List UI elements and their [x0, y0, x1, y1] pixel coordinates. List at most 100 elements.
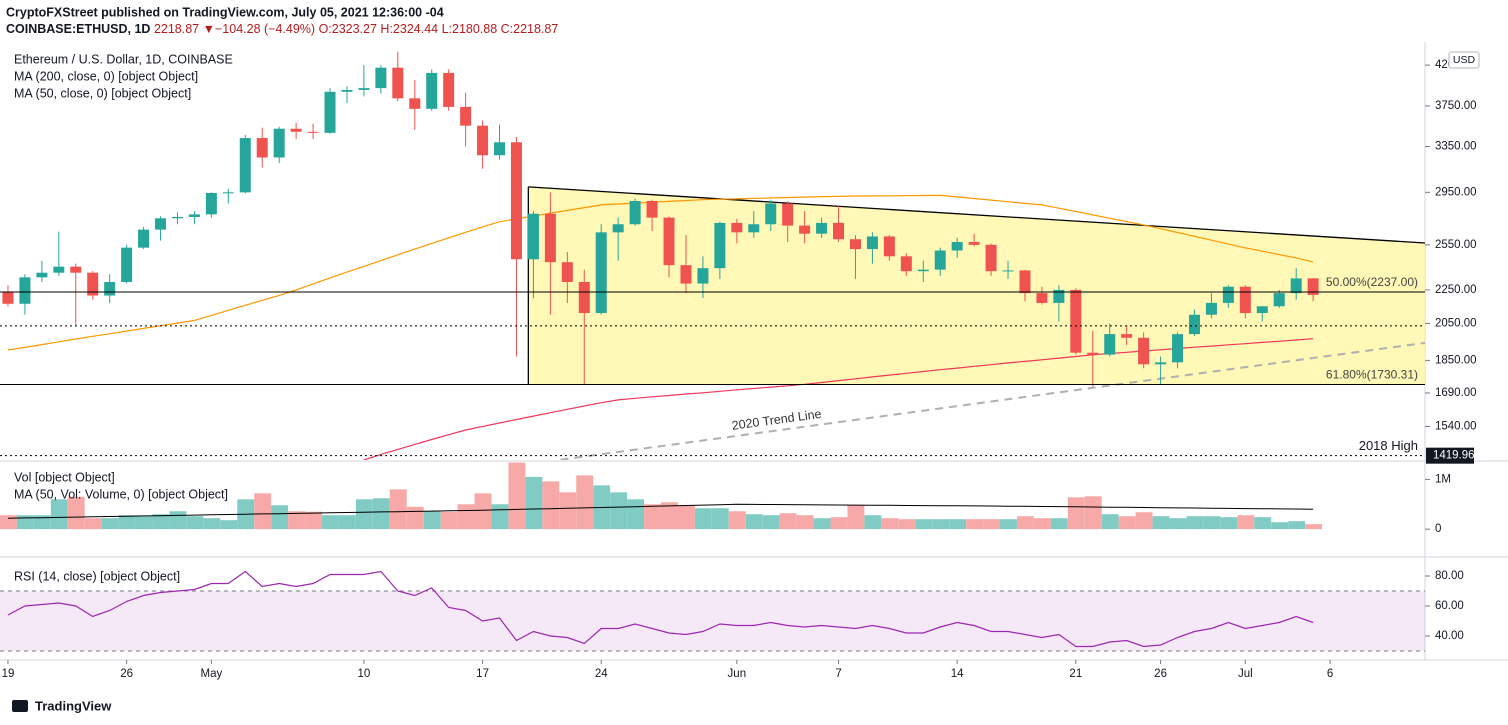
- ohlc: O:2323.27 H:2324.44 L:2180.88 C:2218.87: [319, 22, 559, 36]
- volume-bar: [1186, 516, 1204, 530]
- candle-body: [1036, 293, 1048, 303]
- candle-body: [1155, 362, 1167, 365]
- volume-bar: [1000, 519, 1017, 530]
- y-tick-label: 60.00: [1435, 600, 1464, 612]
- volume-bar: [254, 493, 272, 530]
- candle-body: [1053, 289, 1065, 303]
- volume-bar: [1288, 521, 1306, 530]
- candle-body: [1256, 306, 1268, 314]
- candle-body: [1002, 270, 1014, 272]
- y-tick-label: 3750.00: [1435, 100, 1477, 112]
- level-label: 2018 High: [1359, 438, 1418, 453]
- candle-body: [1239, 286, 1251, 314]
- candle-body: [1138, 337, 1150, 365]
- x-tick-label: 24: [595, 668, 608, 680]
- x-tick-label: Jul: [1238, 668, 1253, 680]
- volume-bar: [203, 518, 221, 530]
- symbol: COINBASE:ETHUSD, 1D: [6, 22, 150, 36]
- publisher-line: CryptoFXStreet published on TradingView.…: [6, 5, 444, 19]
- candle-body: [799, 225, 811, 234]
- candle-body: [968, 242, 980, 245]
- x-tick-label: 26: [120, 668, 133, 680]
- candle-body: [714, 222, 726, 269]
- candle-body: [680, 265, 692, 284]
- volume-bar: [661, 502, 678, 530]
- volume-bar: [542, 481, 560, 530]
- x-tick-label: 7: [835, 668, 841, 680]
- volume-bar: [559, 492, 577, 530]
- volume-bar: [101, 518, 119, 530]
- candle-body: [426, 72, 438, 109]
- price-badge: [1426, 447, 1474, 464]
- candle-body: [53, 266, 65, 273]
- footer-brand: TradingView: [35, 698, 112, 713]
- volume-bar: [745, 514, 763, 530]
- candle-body: [561, 262, 573, 282]
- volume-bar: [779, 513, 797, 530]
- candle-body: [205, 192, 217, 215]
- volume-bar: [711, 508, 729, 530]
- y-tick-label: 3350.00: [1435, 141, 1477, 153]
- volume-bar: [84, 518, 102, 530]
- candle-body: [866, 236, 878, 250]
- volume-bar: [457, 504, 475, 530]
- candle-body: [917, 269, 929, 272]
- volume-bar: [1305, 524, 1323, 530]
- volume-bar: [67, 496, 85, 530]
- candle-body: [544, 213, 556, 263]
- candle-body: [748, 224, 760, 233]
- y-tick-label: 40.00: [1435, 630, 1464, 642]
- price-badge-label: 1419.96: [1433, 450, 1475, 462]
- y-tick-label: 1690.00: [1435, 387, 1477, 399]
- volume-bar: [932, 519, 950, 530]
- candle-body: [782, 203, 794, 226]
- candle-body: [155, 218, 167, 230]
- volume-legend-title: Vol [object Object]: [14, 470, 115, 484]
- candle-body: [443, 72, 455, 107]
- candle-body: [409, 98, 421, 109]
- volume-bar: [966, 519, 984, 530]
- y-tick-label: 2950.00: [1435, 186, 1477, 198]
- candle-body: [222, 192, 234, 194]
- volume-bar: [1169, 518, 1187, 530]
- volume-bar: [1033, 518, 1051, 530]
- legend-entry: MA (50, Vol: Volume, 0) [object Object]: [14, 487, 228, 501]
- volume-bar: [762, 515, 780, 530]
- volume-bar: [1152, 516, 1170, 530]
- candle-body: [19, 277, 31, 304]
- candle-body: [358, 88, 370, 90]
- volume-bar: [491, 504, 509, 530]
- volume-bar: [152, 514, 170, 530]
- candle-body: [290, 128, 302, 132]
- candle-body: [1104, 334, 1116, 355]
- pattern-zone: [528, 186, 1425, 385]
- candle-body: [1273, 293, 1285, 307]
- candle-body: [1205, 302, 1217, 315]
- volume-bar: [1203, 516, 1221, 530]
- candle-body: [1307, 278, 1319, 295]
- candle-body: [816, 222, 828, 234]
- pattern-top-line: [528, 186, 1425, 244]
- x-tick-label: 26: [1154, 668, 1167, 680]
- volume-bar: [864, 515, 882, 530]
- volume-bar: [830, 517, 848, 530]
- y-tick-label: 80.00: [1435, 570, 1464, 582]
- candle-body: [460, 106, 472, 126]
- volume-bar: [440, 511, 458, 530]
- candle-body: [104, 281, 116, 296]
- candle-body: [629, 200, 641, 225]
- volume-bar: [508, 462, 526, 530]
- volume-bar: [0, 515, 17, 530]
- volume-bar: [627, 499, 645, 530]
- candle-body: [256, 138, 268, 158]
- candle-body: [510, 142, 522, 260]
- y-tick-label: 2550.00: [1435, 239, 1477, 251]
- volume-bar: [322, 515, 339, 530]
- candle-body: [392, 67, 404, 99]
- candle-body: [239, 138, 251, 193]
- symbol-line: COINBASE:ETHUSD, 1D 2218.87 ▼−104.28 (−4…: [6, 22, 558, 36]
- candle-body: [663, 217, 675, 266]
- candle-body: [951, 242, 963, 251]
- volume-bar: [406, 506, 424, 530]
- y-tick-label: 2050.00: [1435, 317, 1477, 329]
